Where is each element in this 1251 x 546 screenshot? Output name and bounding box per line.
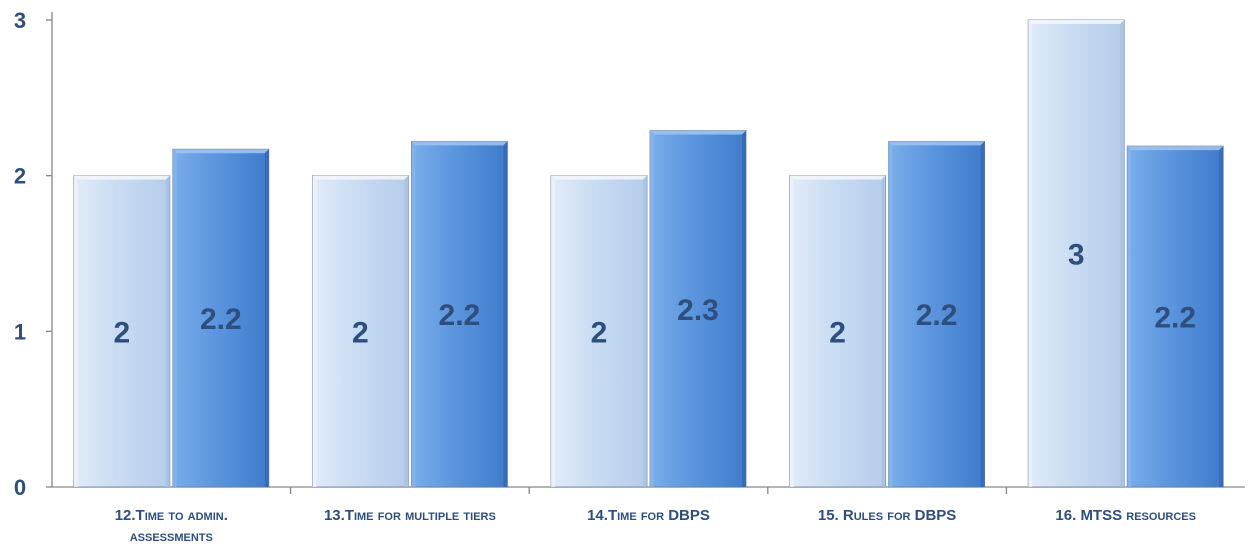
bar-bevel-right (404, 175, 409, 487)
y-tick-label: 0 (14, 475, 26, 500)
bar-series-0-cat-1 (311, 175, 409, 488)
bar-bevel-left (650, 130, 654, 488)
bar-bevel-right (1120, 20, 1125, 487)
data-label: 2.2 (439, 299, 481, 332)
bar-bevel-right (643, 175, 647, 487)
bar-bevel-left (312, 175, 317, 487)
bar-bevel-top (1127, 146, 1224, 151)
chart-axes: 0 1 2 3 12.Time to admin. assessments 13.Time … (14, 8, 1245, 545)
x-category-label: 12.Time to admin. assessments (115, 507, 228, 545)
bar-bevel-top (73, 175, 170, 180)
bar-bevel-top (650, 130, 746, 135)
bar-series-1-cat-0 (172, 148, 270, 488)
data-label: 2.2 (200, 303, 242, 336)
y-tick-label: 1 (14, 319, 26, 344)
data-label: 2.2 (916, 299, 958, 332)
x-category-label: 16. MTSS resources (1055, 507, 1196, 524)
data-label: 2 (829, 316, 846, 349)
bar-bevel-left (172, 149, 177, 487)
bar-bevel-top (411, 141, 508, 146)
bar-bevel-left (888, 141, 893, 488)
bar-series-1-cat-1 (410, 141, 508, 488)
data-label: 2.2 (1154, 302, 1196, 335)
x-category-label: 13.Time for multiple tiers (324, 507, 496, 524)
bar-series-1-cat-3 (888, 141, 985, 488)
bar-series-0-cat-3 (789, 175, 886, 488)
bar-bevel-top (1028, 20, 1125, 24)
data-label: 2 (113, 316, 130, 349)
bar-bevel-left (73, 175, 78, 487)
bar-bevel-left (1028, 20, 1033, 487)
bar-bevel-top (551, 175, 647, 180)
bar-bevel-right (980, 141, 985, 488)
chart-labels: 2 2 2 2 3 2.2 2.2 2.3 2.2 2.2 (113, 239, 1196, 350)
bar-bevel-top (312, 175, 409, 180)
data-label: 2 (591, 316, 608, 349)
bar-bevel-right (165, 175, 170, 487)
bar-series-1-cat-4 (1126, 145, 1224, 488)
bar-bevel-left (789, 175, 794, 487)
bar-bevel-top (172, 149, 269, 154)
bar-bevel-left (551, 175, 555, 487)
x-category-label: 15. Rules for DBPS (818, 507, 956, 524)
x-category-label: 14.Time for DBPS (587, 507, 710, 524)
bar-series-0-cat-4 (1027, 19, 1125, 488)
bar-bevel-left (1127, 146, 1132, 487)
bar-bevel-left (411, 141, 416, 488)
data-label: 3 (1068, 239, 1085, 272)
y-tick-label: 2 (14, 164, 26, 189)
data-label: 2 (352, 316, 369, 349)
bar-bevel-right (1219, 146, 1224, 487)
chart-bars (73, 19, 1224, 488)
bar-bevel-right (264, 149, 269, 487)
bar-bevel-right (742, 130, 746, 488)
bar-bevel-top (888, 141, 985, 146)
bar-bevel-right (503, 141, 508, 488)
y-tick-label: 3 (14, 8, 26, 33)
data-label: 2.3 (677, 294, 719, 327)
bar-bevel-right (881, 175, 886, 487)
bar-bevel-top (789, 175, 886, 180)
